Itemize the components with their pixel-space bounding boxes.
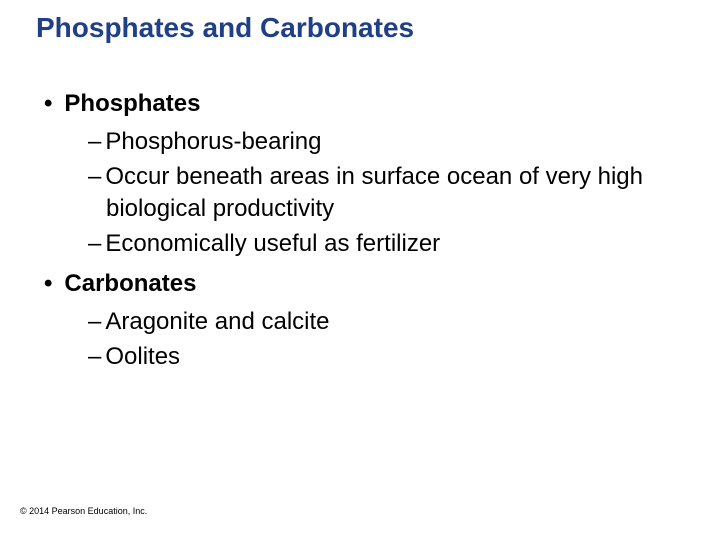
sub-bullet: –Economically useful as fertilizer bbox=[88, 228, 692, 260]
bullet-phosphates-label: Phosphates bbox=[64, 90, 200, 117]
dash-icon: – bbox=[88, 343, 101, 370]
bullet-carbonates-label: Carbonates bbox=[64, 270, 196, 297]
bullet-dot-icon: • bbox=[44, 270, 52, 297]
slide-title: Phosphates and Carbonates bbox=[36, 12, 692, 44]
sub-bullet-text: Aragonite and calcite bbox=[105, 308, 329, 335]
bullet-list: •Phosphates –Phosphorus-bearing –Occur b… bbox=[36, 88, 692, 373]
sub-bullet: –Oolites bbox=[88, 341, 692, 373]
sub-bullet-text: Economically useful as fertilizer bbox=[105, 230, 440, 257]
dash-icon: – bbox=[88, 308, 101, 335]
sub-bullet: –Phosphorus-bearing bbox=[88, 126, 692, 158]
sub-bullet-text: Occur beneath areas in surface ocean of … bbox=[105, 163, 643, 222]
sub-bullet: –Occur beneath areas in surface ocean of… bbox=[88, 161, 692, 226]
bullet-carbonates: • Carbonates bbox=[44, 268, 692, 300]
sub-bullet-text: Oolites bbox=[105, 343, 180, 370]
bullet-dot-icon: • bbox=[44, 90, 52, 117]
copyright-text: © 2014 Pearson Education, Inc. bbox=[20, 506, 147, 516]
sub-bullet: –Aragonite and calcite bbox=[88, 306, 692, 338]
slide-container: Phosphates and Carbonates •Phosphates –P… bbox=[0, 0, 720, 540]
dash-icon: – bbox=[88, 128, 101, 155]
dash-icon: – bbox=[88, 163, 101, 190]
dash-icon: – bbox=[88, 230, 101, 257]
bullet-phosphates: • Phosphates bbox=[44, 88, 692, 120]
sub-bullet-text: Phosphorus-bearing bbox=[105, 128, 321, 155]
